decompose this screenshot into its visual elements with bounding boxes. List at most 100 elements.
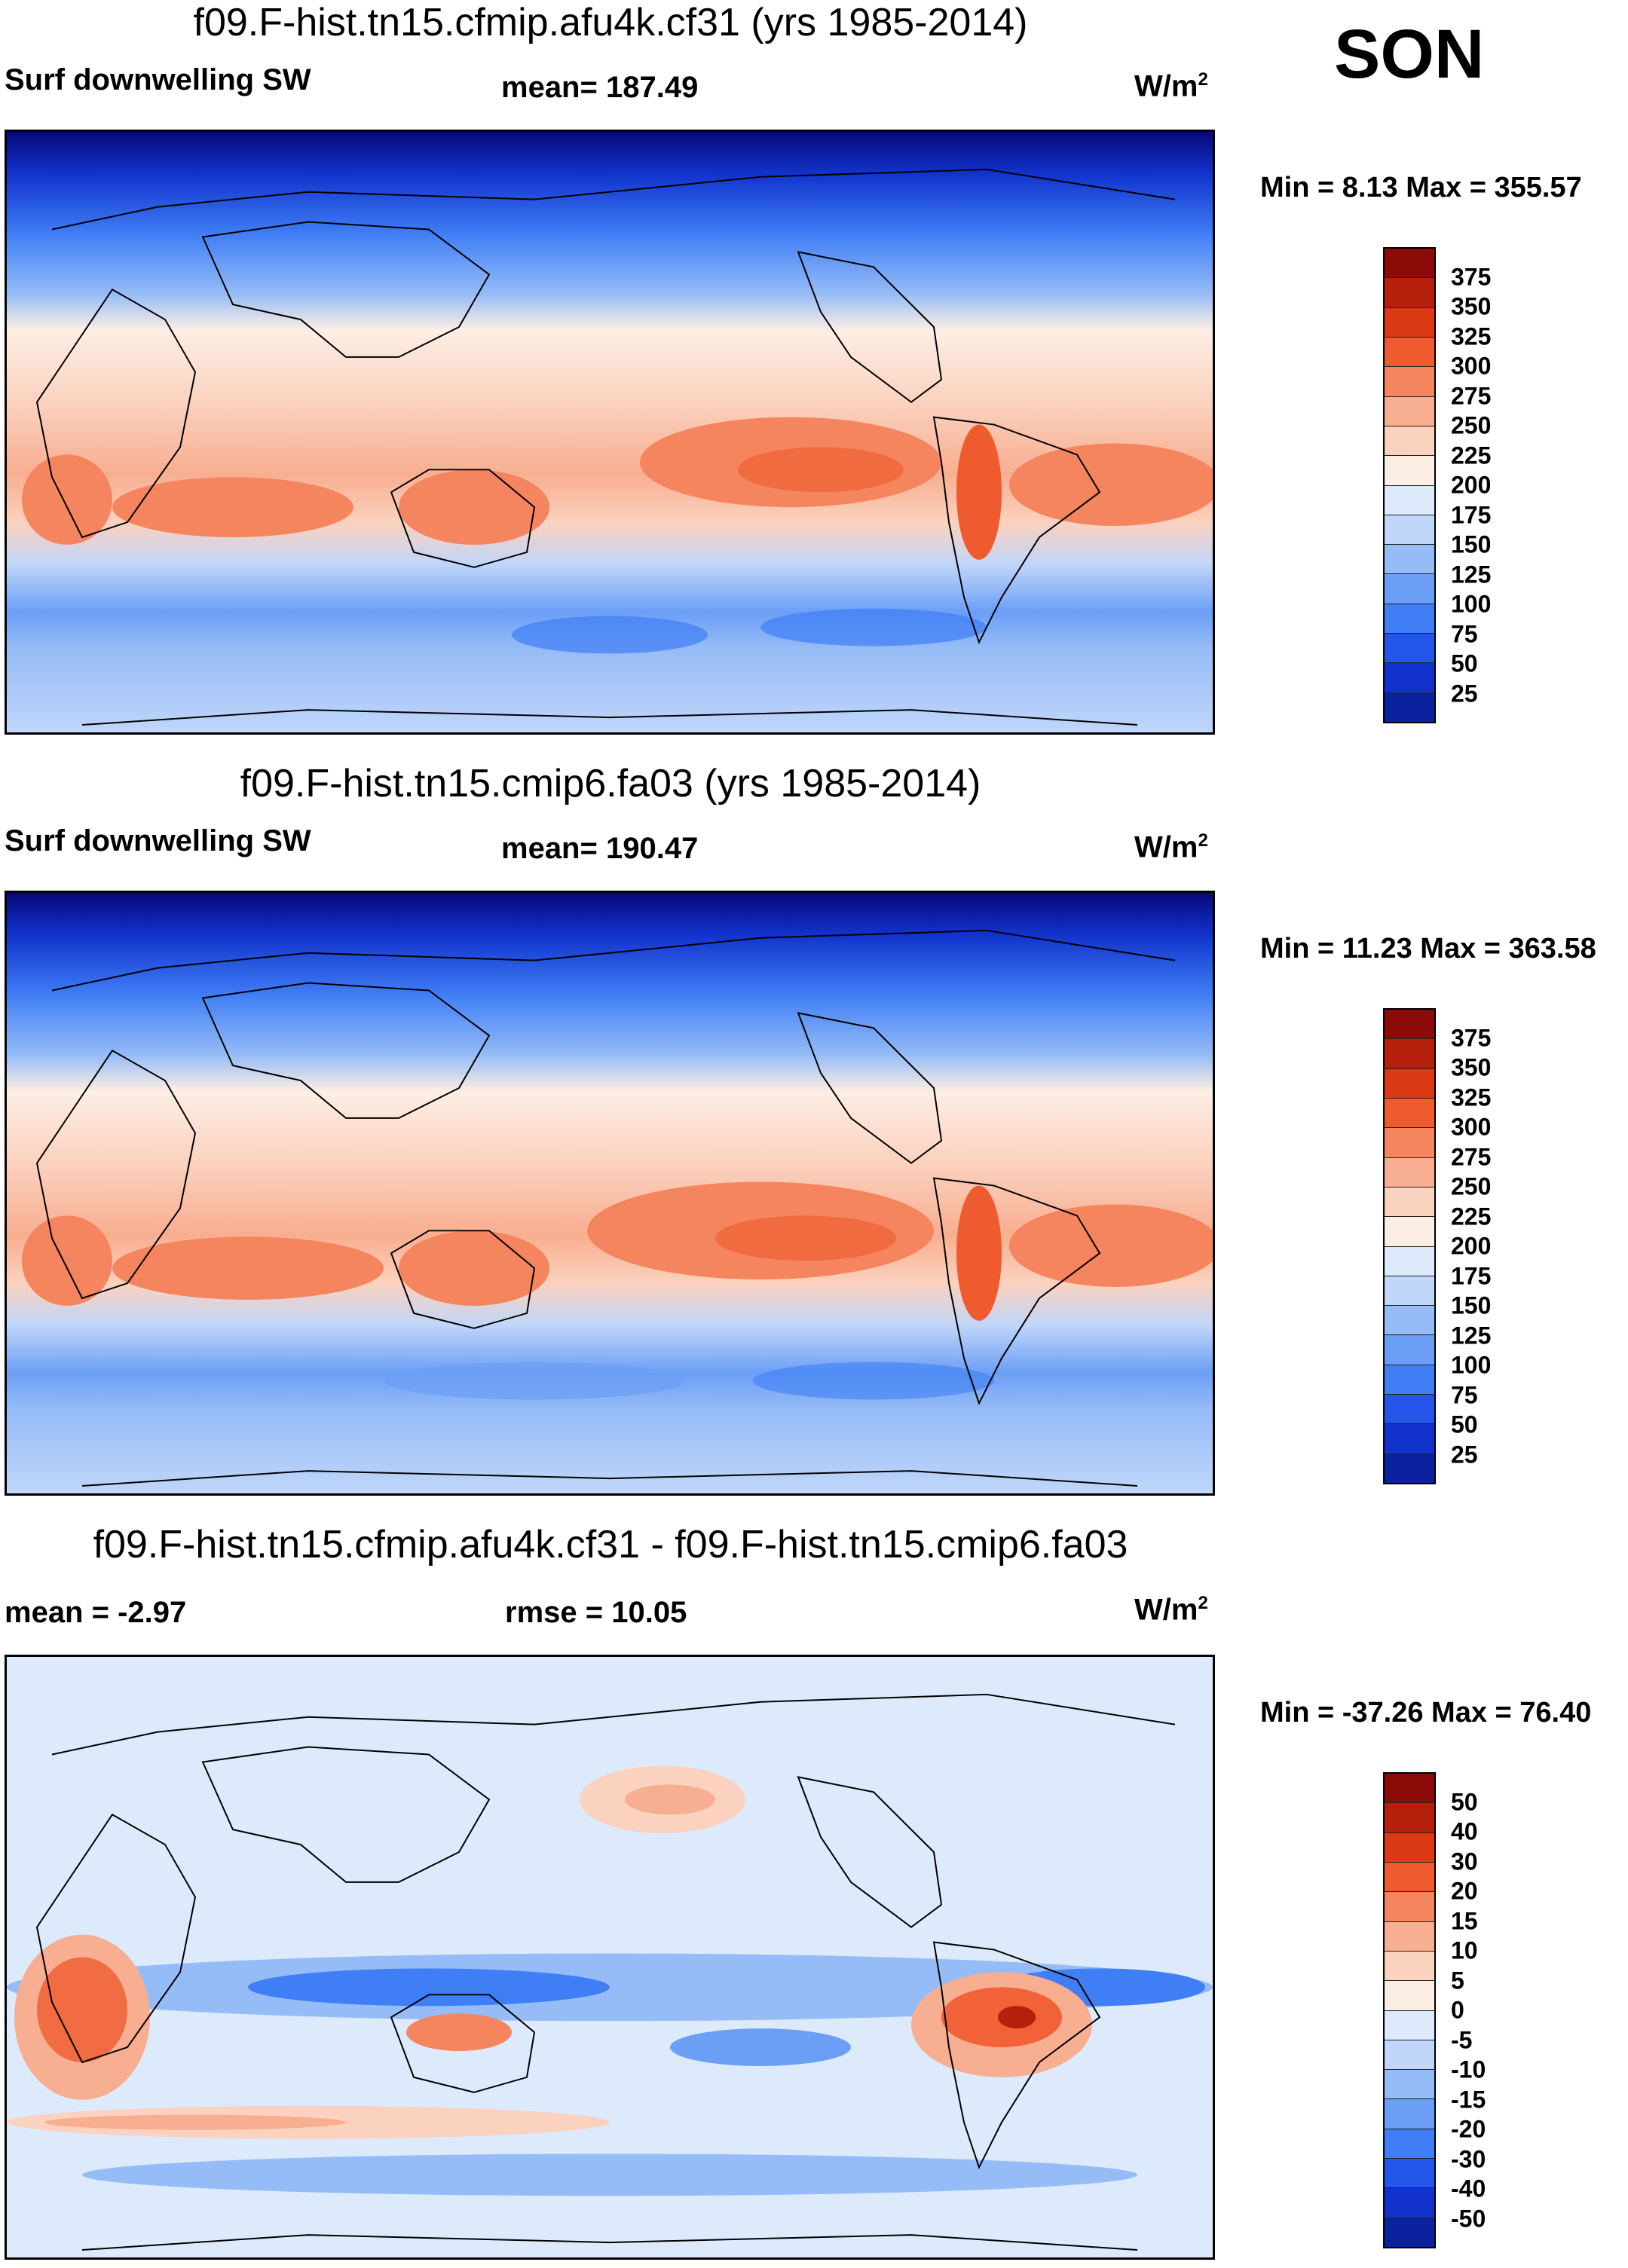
- colorbar-swatch: [1385, 1803, 1434, 1833]
- colorbar-swatch: [1385, 1010, 1434, 1040]
- colorbar-swatch: [1385, 307, 1434, 338]
- colorbar-tick: 150: [1451, 530, 1492, 558]
- colorbar-swatch: [1385, 396, 1434, 426]
- colorbar-tick: 250: [1451, 1172, 1492, 1200]
- colorbar-swatch: [1385, 1246, 1434, 1276]
- colorbar-swatch: [1385, 515, 1434, 546]
- colorbar-swatch: [1385, 1306, 1434, 1336]
- colorbar-swatch: [1385, 692, 1434, 722]
- panel-3-mean-label: mean = -2.97: [5, 1596, 187, 1629]
- colorbar-tick: 325: [1451, 322, 1492, 350]
- colorbar-tick: 200: [1451, 471, 1492, 499]
- panel-1-contour-field: [7, 132, 1213, 732]
- colorbar-tick: 100: [1451, 1351, 1492, 1379]
- colorbar-swatch: [1385, 1217, 1434, 1247]
- colorbar-swatch: [1385, 1187, 1434, 1218]
- colorbar-swatch: [1385, 1335, 1434, 1365]
- colorbar-swatch: [1385, 249, 1434, 279]
- colorbar-tick: 50: [1451, 1411, 1478, 1438]
- panel-2-mean-label: mean= 190.47: [501, 832, 699, 865]
- colorbar-swatch: [1385, 2010, 1434, 2040]
- colorbar-tick: -5: [1451, 2026, 1473, 2053]
- colorbar-swatch: [1385, 1128, 1434, 1158]
- colorbar-tick: 250: [1451, 411, 1492, 439]
- colorbar-swatch: [1385, 1395, 1434, 1425]
- colorbar-tick: -30: [1451, 2145, 1486, 2172]
- season-label: SON: [1334, 16, 1485, 93]
- colorbar-swatch: [1385, 2070, 1434, 2100]
- colorbar-swatch: [1385, 2099, 1434, 2129]
- panel-2-units: W/m2: [1134, 830, 1208, 864]
- colorbar-swatch: [1385, 485, 1434, 515]
- panel-2-map: [5, 891, 1215, 1496]
- colorbar-tick: 225: [1451, 1203, 1492, 1230]
- colorbar-swatch: [1385, 634, 1434, 664]
- colorbar-swatch: [1385, 456, 1434, 486]
- panel-3-units: W/m2: [1134, 1593, 1208, 1627]
- colorbar-swatch: [1385, 1276, 1434, 1307]
- colorbar-tick: 225: [1451, 442, 1492, 469]
- panel-3-minmax: Min = -37.26 Max = 76.40: [1260, 1697, 1592, 1729]
- colorbar-tick: 125: [1451, 561, 1492, 588]
- colorbar-swatch: [1385, 2129, 1434, 2159]
- colorbar-swatch: [1385, 1157, 1434, 1187]
- colorbar-swatch: [1385, 574, 1434, 604]
- colorbar-swatch: [1385, 2040, 1434, 2071]
- panel-1-units: W/m2: [1134, 69, 1208, 103]
- panel-1-map: [5, 130, 1215, 735]
- colorbar-swatch: [1385, 2159, 1434, 2189]
- panel-1-title: f09.F-hist.tn15.cfmip.afu4k.cf31 (yrs 19…: [193, 1, 1028, 44]
- colorbar-swatch: [1385, 1892, 1434, 1922]
- colorbar-tick: -50: [1451, 2205, 1486, 2232]
- colorbar-tick: -40: [1451, 2175, 1486, 2202]
- colorbar-tick: 375: [1451, 263, 1492, 290]
- colorbar-swatch: [1385, 2188, 1434, 2218]
- colorbar-tick: 20: [1451, 1877, 1478, 1905]
- colorbar-tick: 375: [1451, 1024, 1492, 1051]
- panel-1-colorbar: [1383, 247, 1436, 723]
- colorbar-swatch: [1385, 1981, 1434, 2011]
- colorbar-tick: -15: [1451, 2086, 1486, 2113]
- colorbar-tick: 275: [1451, 1143, 1492, 1170]
- colorbar-swatch: [1385, 1921, 1434, 1952]
- colorbar-swatch: [1385, 604, 1434, 634]
- colorbar-swatch: [1385, 1039, 1434, 1069]
- colorbar-tick: 175: [1451, 501, 1492, 528]
- colorbar-swatch: [1385, 1774, 1434, 1804]
- colorbar-tick: 275: [1451, 382, 1492, 409]
- colorbar-swatch: [1385, 1098, 1434, 1129]
- colorbar-tick: 25: [1451, 1441, 1478, 1468]
- colorbar-swatch: [1385, 663, 1434, 693]
- panel-3-title: f09.F-hist.tn15.cfmip.afu4k.cf31 - f09.F…: [93, 1523, 1128, 1567]
- colorbar-swatch: [1385, 1951, 1434, 1982]
- colorbar-swatch: [1385, 337, 1434, 368]
- colorbar-tick: 75: [1451, 620, 1478, 647]
- colorbar-tick: 5: [1451, 1967, 1464, 1994]
- colorbar-tick: 50: [1451, 650, 1478, 677]
- panel-2-contour-field: [7, 893, 1213, 1493]
- colorbar-swatch: [1385, 1862, 1434, 1893]
- colorbar-swatch: [1385, 1424, 1434, 1454]
- panel-1-mean-label: mean= 187.49: [501, 71, 699, 104]
- colorbar-tick: 15: [1451, 1907, 1478, 1934]
- colorbar-tick: 200: [1451, 1232, 1492, 1260]
- colorbar-tick: -10: [1451, 2056, 1486, 2083]
- colorbar-swatch: [1385, 1832, 1434, 1863]
- colorbar-swatch: [1385, 278, 1434, 308]
- colorbar-tick: 10: [1451, 1936, 1478, 1964]
- colorbar-tick: 25: [1451, 680, 1478, 707]
- panel-3-colorbar: [1383, 1772, 1436, 2248]
- colorbar-swatch: [1385, 1365, 1434, 1395]
- colorbar-swatch: [1385, 1068, 1434, 1099]
- panel-2-minmax: Min = 11.23 Max = 363.58: [1260, 933, 1596, 964]
- colorbar-tick: 150: [1451, 1291, 1492, 1319]
- panel-3-rmse-label: rmse = 10.05: [505, 1596, 687, 1629]
- colorbar-tick: 325: [1451, 1084, 1492, 1111]
- panel-3-map: [5, 1655, 1215, 2260]
- panel-3-contour-field: [7, 1657, 1213, 2257]
- colorbar-swatch: [1385, 2218, 1434, 2247]
- panel-2-title: f09.F-hist.tn15.cmip6.fa03 (yrs 1985-201…: [240, 762, 981, 805]
- colorbar-tick: 300: [1451, 352, 1492, 380]
- colorbar-tick: 350: [1451, 292, 1492, 320]
- colorbar-tick: 75: [1451, 1381, 1478, 1408]
